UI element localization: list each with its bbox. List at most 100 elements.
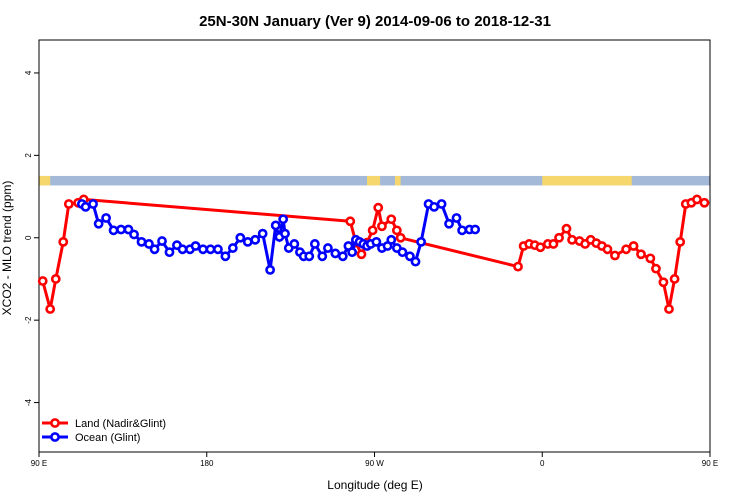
data-point bbox=[330, 248, 341, 259]
y-tick-label: -4 bbox=[24, 398, 33, 406]
data-point bbox=[395, 232, 406, 243]
data-point bbox=[250, 234, 261, 245]
axes: -4 -2 0 2 4 90 E 180 90 W 0 90 E bbox=[24, 39, 718, 468]
data-point bbox=[265, 264, 276, 275]
data-point bbox=[548, 239, 559, 249]
legend-swatch-marker bbox=[50, 432, 60, 442]
data-point bbox=[356, 249, 367, 260]
data-point bbox=[257, 228, 268, 239]
land-ocean-strip bbox=[39, 175, 710, 186]
y-tick-label: 4 bbox=[24, 70, 33, 75]
data-point bbox=[645, 253, 656, 264]
data-point bbox=[367, 225, 378, 236]
data-point bbox=[50, 274, 61, 284]
y-tick-label: 0 bbox=[24, 235, 33, 240]
series-1 bbox=[76, 199, 481, 275]
data-point bbox=[157, 236, 167, 246]
data-point bbox=[347, 247, 358, 258]
data-point bbox=[692, 194, 702, 205]
data-point bbox=[669, 274, 680, 284]
data-point bbox=[177, 244, 188, 255]
data-point bbox=[337, 251, 348, 262]
data-point bbox=[451, 213, 462, 223]
data-point bbox=[410, 256, 421, 267]
legend: Land (Nadir&Glint) Ocean (Glint) bbox=[42, 418, 166, 444]
chart-title: 25N-30N January (Ver 9) 2014-09-06 to 20… bbox=[199, 13, 551, 30]
data-point bbox=[373, 202, 384, 213]
data-point bbox=[270, 220, 281, 231]
data-point bbox=[37, 276, 48, 286]
data-point bbox=[205, 244, 216, 255]
legend-label: Land (Nadir&Glint) bbox=[75, 418, 166, 430]
data-point bbox=[699, 197, 710, 208]
x-tick-label: 90 W bbox=[365, 459, 384, 468]
data-point bbox=[658, 277, 669, 288]
data-point bbox=[116, 224, 126, 235]
data-point bbox=[391, 225, 402, 236]
data-point bbox=[457, 225, 468, 236]
data-point bbox=[675, 236, 686, 247]
series-line bbox=[41, 197, 706, 310]
data-point bbox=[213, 244, 223, 255]
data-point bbox=[227, 243, 238, 253]
x-axis-label: Longitude (deg E) bbox=[327, 478, 422, 492]
data-point bbox=[129, 229, 139, 240]
data-point bbox=[144, 239, 154, 249]
data-point bbox=[397, 247, 408, 258]
x-tick-label: 0 bbox=[540, 459, 545, 468]
legend-swatch-marker bbox=[50, 418, 60, 428]
data-point bbox=[304, 251, 315, 262]
data-point bbox=[554, 232, 564, 243]
data-point bbox=[436, 199, 447, 209]
strip-land bbox=[542, 175, 632, 186]
data-point bbox=[405, 251, 415, 262]
data-point bbox=[309, 239, 320, 249]
series-0 bbox=[37, 194, 710, 314]
data-point bbox=[636, 249, 646, 260]
data-point bbox=[323, 243, 333, 253]
y-tick-label: -2 bbox=[24, 316, 33, 324]
data-point bbox=[235, 232, 246, 243]
data-point bbox=[242, 236, 253, 247]
x-tick-label: 180 bbox=[200, 459, 214, 468]
x-tick-label: 90 E bbox=[31, 459, 47, 468]
data-point bbox=[444, 218, 454, 229]
data-point bbox=[101, 213, 111, 223]
data-point bbox=[535, 242, 546, 253]
data-point bbox=[149, 244, 160, 255]
data-point bbox=[136, 236, 147, 247]
data-point bbox=[345, 216, 356, 227]
data-point bbox=[317, 251, 328, 262]
data-point bbox=[386, 234, 397, 245]
data-point bbox=[416, 236, 426, 247]
data-point bbox=[664, 304, 674, 314]
data-point bbox=[278, 214, 289, 225]
strip-land bbox=[39, 175, 51, 186]
data-point bbox=[610, 250, 620, 261]
y-tick-label: 2 bbox=[24, 153, 33, 158]
data-point bbox=[628, 241, 639, 251]
x-tick-label: 90 E bbox=[702, 459, 718, 468]
y-axis-label: XCO2 - MLO trend (ppm) bbox=[0, 181, 14, 316]
data-point bbox=[58, 236, 69, 247]
data-point bbox=[513, 261, 523, 272]
data-point bbox=[567, 234, 577, 245]
data-point bbox=[164, 247, 175, 258]
data-point bbox=[429, 201, 440, 212]
data-point bbox=[621, 244, 632, 255]
legend-label: Ocean (Glint) bbox=[75, 432, 140, 444]
data-point bbox=[80, 201, 91, 212]
data-point bbox=[108, 225, 119, 236]
data-point bbox=[220, 251, 231, 262]
data-point bbox=[377, 221, 387, 232]
data-point bbox=[63, 199, 74, 209]
data-point bbox=[371, 236, 382, 247]
strip-land bbox=[395, 175, 401, 186]
data-point bbox=[45, 304, 56, 314]
series-layer bbox=[37, 194, 710, 314]
data-point bbox=[602, 244, 613, 255]
data-point bbox=[190, 241, 201, 251]
data-point bbox=[470, 224, 481, 235]
data-point bbox=[93, 218, 104, 229]
